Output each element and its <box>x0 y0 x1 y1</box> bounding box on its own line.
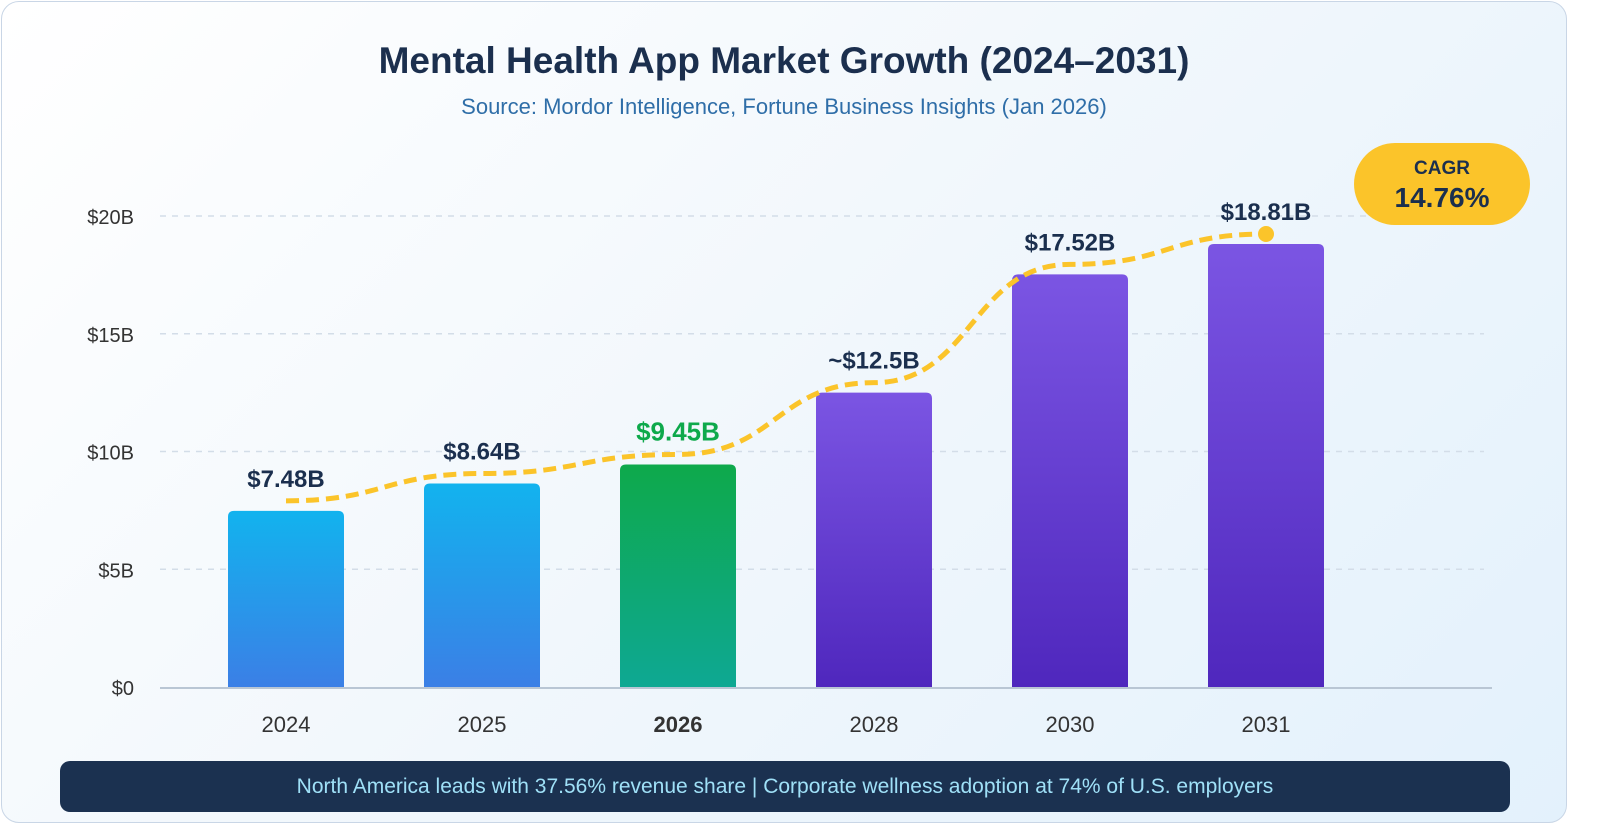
cagr-badge: CAGR 14.76% <box>1354 143 1530 225</box>
bar-2031 <box>1208 244 1324 687</box>
x-tick-label: 2025 <box>458 712 507 737</box>
chart-card: Mental Health App Market Growth (2024–20… <box>1 1 1567 823</box>
chart-title: Mental Health App Market Growth (2024–20… <box>378 40 1190 81</box>
x-tick-label: 2028 <box>850 712 899 737</box>
bar-chart: $0 $5B $10B $15B $20B 2024 2025 2026 2028 2030 203… <box>87 199 1492 737</box>
bar-2026 <box>620 464 736 687</box>
cagr-value: 14.76% <box>1394 182 1490 213</box>
y-tick-label: $15B <box>87 325 134 347</box>
bar-2024 <box>228 510 344 687</box>
trend-line <box>285 231 1267 504</box>
chart-subtitle: Source: Mordor Intelligence, Fortune Bus… <box>461 94 1107 119</box>
data-label: $7.48B <box>247 466 324 493</box>
x-tick-label: 2031 <box>1242 712 1291 737</box>
y-tick-label: $0 <box>112 678 134 700</box>
data-label: $17.52B <box>1025 229 1116 256</box>
data-label: $18.81B <box>1221 199 1312 226</box>
data-label: $9.45B <box>636 416 720 446</box>
bar-2025 <box>424 483 540 687</box>
y-tick-label: $5B <box>98 560 134 582</box>
y-tick-label: $20B <box>87 207 134 229</box>
trend-endpoint <box>1258 226 1274 243</box>
y-tick-label: $10B <box>87 443 134 465</box>
cagr-label: CAGR <box>1414 158 1470 179</box>
bar-2028 <box>816 392 932 687</box>
data-label: ~$12.5B <box>828 348 919 375</box>
data-label: $8.64B <box>443 439 520 466</box>
x-tick-label: 2030 <box>1046 712 1095 737</box>
footer-banner: North America leads with 37.56% revenue … <box>60 761 1510 812</box>
x-tick-label: 2024 <box>262 712 311 737</box>
x-tick-label: 2026 <box>654 712 703 737</box>
bar-2030 <box>1012 274 1128 687</box>
